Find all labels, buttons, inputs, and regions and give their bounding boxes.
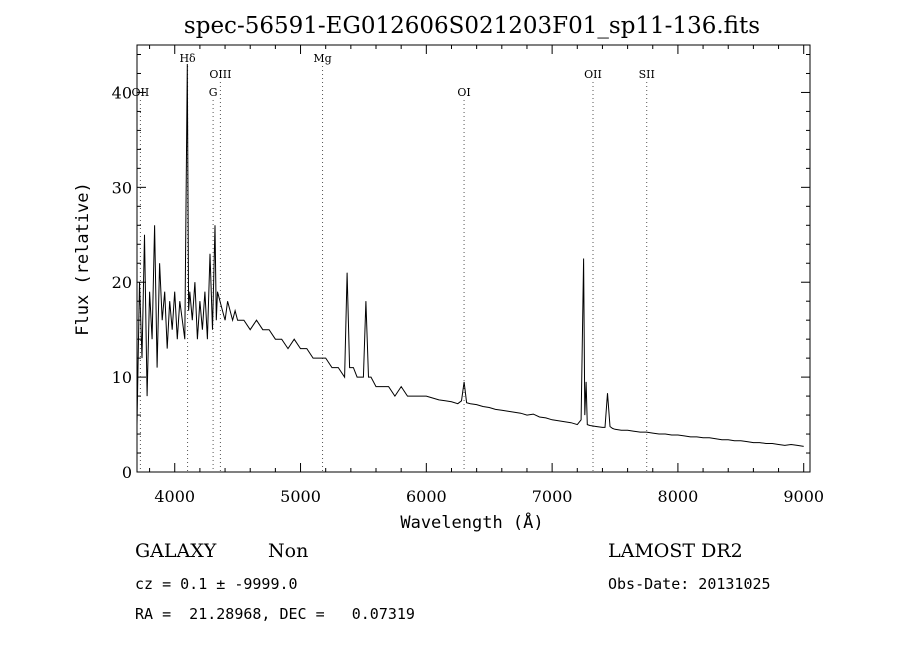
redshift-value: cz = 0.1 ± -9999.0 <box>135 575 298 593</box>
x-tick-label: 5000 <box>280 487 321 506</box>
spectral-line-markers: Hδ OIII Mg OII SII OII G OI <box>132 52 655 472</box>
y-tick-label: 30 <box>112 178 132 197</box>
plot-frame <box>136 44 811 473</box>
x-axis-label: Wavelength (Å) <box>400 511 543 533</box>
x-tick-label: 8000 <box>658 487 699 506</box>
line-marker-label: OII <box>132 86 150 99</box>
chart-title: spec-56591-EG012606S021203F01_sp11-136.f… <box>184 13 760 39</box>
y-tick-label: 10 <box>112 368 132 387</box>
ra-dec: RA = 21.28968, DEC = 0.07319 <box>135 605 415 623</box>
line-marker-label: OI <box>457 86 470 99</box>
x-tick-label: 7000 <box>532 487 573 506</box>
y-tick-label: 0 <box>122 463 132 482</box>
line-marker-label: OIII <box>209 68 231 81</box>
survey-label: LAMOST DR2 <box>608 540 743 562</box>
y-tick-label: 20 <box>112 273 132 292</box>
x-tick-label: 9000 <box>783 487 824 506</box>
axis-ticks: 4000 5000 6000 7000 8000 9000 0 10 20 30 40 <box>112 45 824 506</box>
y-axis-label: Flux (relative) <box>73 182 93 336</box>
line-marker-label: SII <box>639 68 655 81</box>
line-marker-label: Mg <box>313 52 331 65</box>
obs-date: Obs-Date: 20131025 <box>608 575 771 593</box>
line-marker-label: G <box>209 86 218 99</box>
y-tick-label: 40 <box>112 83 132 102</box>
x-tick-label: 6000 <box>406 487 447 506</box>
object-subclass: Non <box>268 540 309 562</box>
line-marker-label: OII <box>584 68 602 81</box>
line-marker-label: Hδ <box>179 52 196 65</box>
x-tick-label: 4000 <box>154 487 195 506</box>
spectrum-line <box>136 63 804 447</box>
object-class: GALAXY <box>135 540 217 562</box>
